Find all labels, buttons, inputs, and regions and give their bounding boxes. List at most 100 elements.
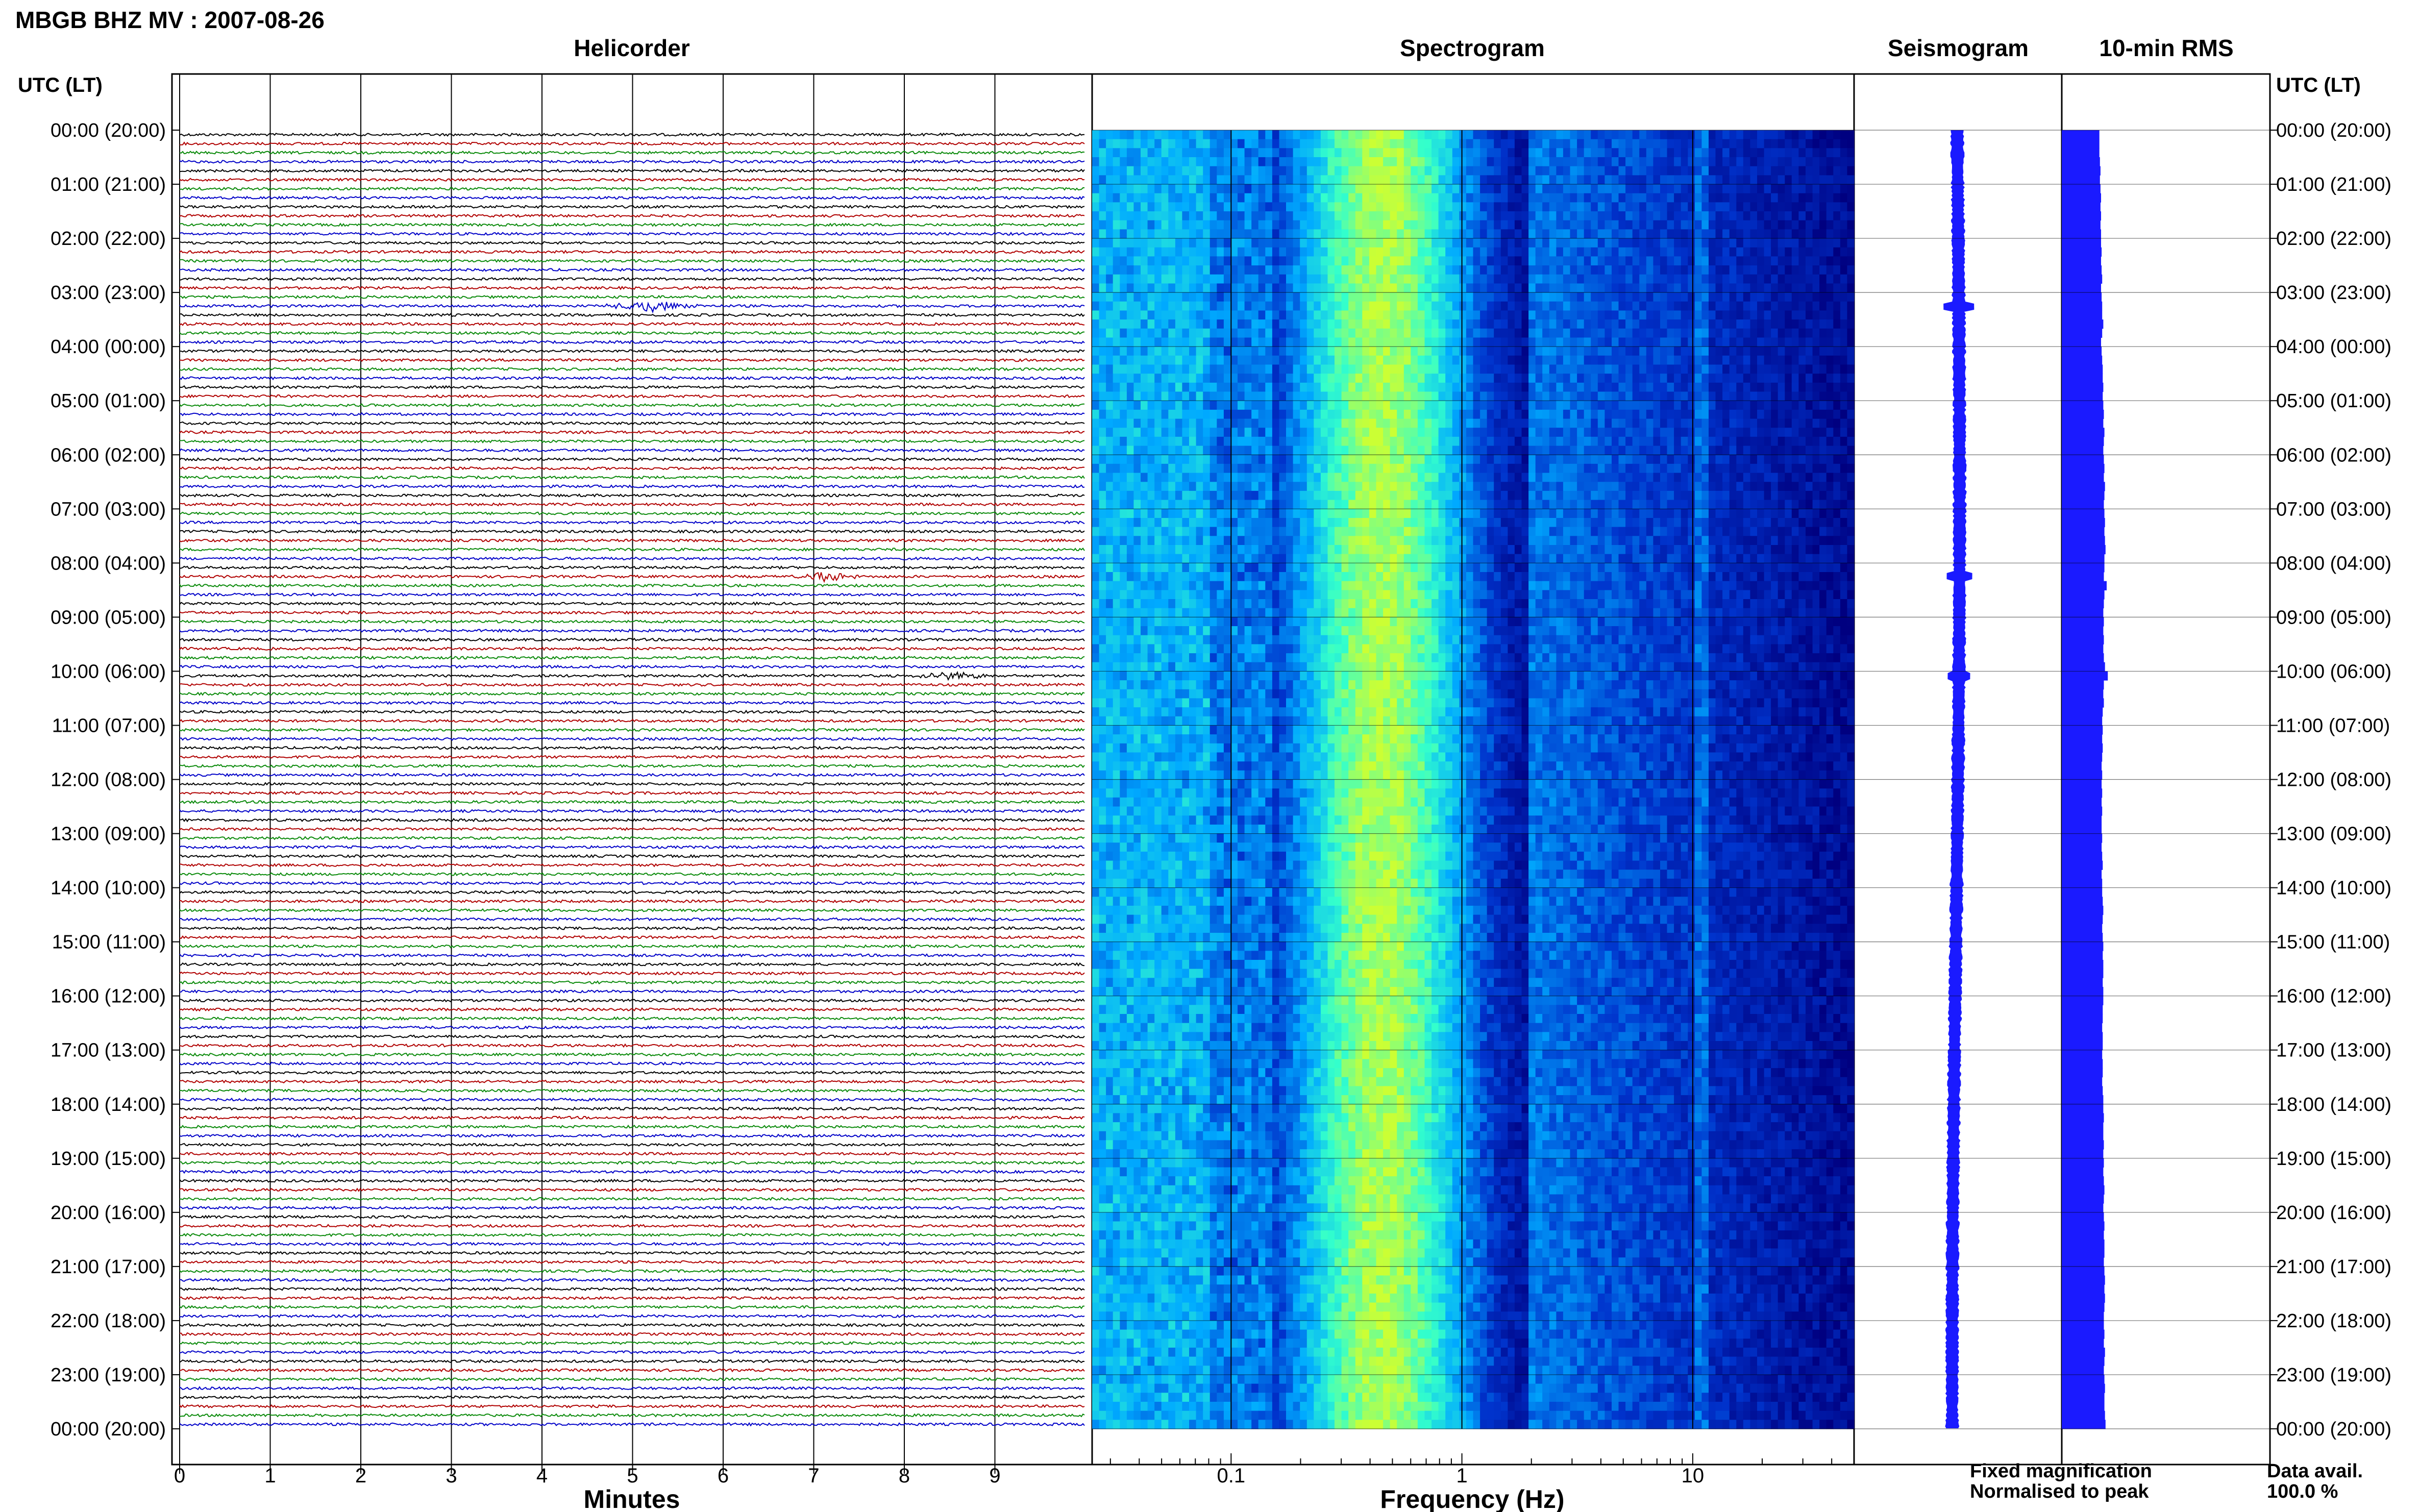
spectrogram-cell [1279, 482, 1287, 491]
spectrogram-cell [1528, 193, 1536, 203]
spectrogram-cell [1452, 490, 1460, 501]
spectrogram-cell [1778, 490, 1785, 501]
spectrogram-cell [1445, 337, 1453, 347]
spectrogram-cell [1424, 473, 1432, 482]
spectrogram-cell [1203, 175, 1211, 185]
spectrogram-cell [1508, 374, 1515, 383]
spectrogram-cell [1327, 428, 1335, 437]
spectrogram-cell [1736, 337, 1744, 347]
spectrogram-cell [1210, 220, 1217, 230]
spectrogram-cell [1618, 445, 1626, 455]
spectrogram-cell [1681, 428, 1688, 437]
spectrogram-cell [1403, 482, 1411, 491]
spectrogram-cell [1251, 401, 1259, 410]
spectrogram-cell [1750, 401, 1758, 410]
spectrogram-cell [1639, 220, 1647, 230]
spectrogram-cell [1258, 238, 1266, 248]
spectrogram-cell [1258, 455, 1266, 464]
spectrogram-cell [1570, 337, 1577, 347]
spectrogram-cell [1556, 337, 1564, 347]
spectrogram-cell [1147, 265, 1155, 275]
spectrogram-cell [1494, 175, 1501, 185]
spectrogram-cell [1306, 355, 1314, 365]
spectrogram-cell [1812, 346, 1820, 356]
spectrogram-cell [1514, 401, 1522, 410]
spectrogram-cell [1701, 382, 1709, 392]
spectrogram-cell [1729, 175, 1737, 185]
spectrogram-cell [1798, 301, 1806, 311]
spectrogram-cell [1314, 301, 1321, 311]
spectrogram-cell [1591, 175, 1598, 185]
spectrogram-cell [1653, 193, 1661, 203]
spectrogram-cell [1743, 328, 1750, 338]
spectrogram-cell [1417, 346, 1425, 356]
spectrogram-cell [1701, 355, 1709, 365]
spectrogram-cell [1306, 328, 1314, 338]
spectrogram-cell [1210, 292, 1217, 302]
spectrogram-cell [1362, 184, 1370, 194]
helicorder-trace [179, 168, 1085, 173]
spectrogram-cell [1251, 436, 1259, 447]
spectrogram-cell [1182, 247, 1190, 257]
spectrogram-cell [1445, 436, 1453, 447]
spectrogram-cell [1521, 211, 1529, 221]
spectrogram-cell [1812, 337, 1820, 347]
spectrogram-cell [1722, 292, 1730, 302]
spectrogram-cell [1764, 166, 1771, 176]
spectrogram-cell [1514, 391, 1522, 401]
spectrogram-cell [1383, 518, 1391, 528]
spectrogram-cell [1106, 157, 1114, 167]
spectrogram-cell [1542, 409, 1550, 419]
spectrogram-cell [1306, 482, 1314, 491]
spectrogram-cell [1514, 374, 1522, 383]
helicorder-trace [179, 186, 1084, 191]
spectrogram-cell [1362, 463, 1370, 474]
spectrogram-cell [1238, 256, 1245, 266]
rms-title: 10-min RMS [2099, 35, 2233, 61]
spectrogram-cell [1092, 355, 1100, 365]
spectrogram-cell [1431, 337, 1439, 347]
spectrogram-cell [1431, 518, 1439, 528]
spectrogram-cell [1584, 139, 1591, 148]
spectrogram-cell [1417, 482, 1425, 491]
spectrogram-cell [1508, 229, 1515, 239]
spectrogram-cell [1778, 184, 1785, 194]
spectrogram-cell [1099, 274, 1106, 284]
helicorder-trace [179, 908, 1085, 913]
spectrogram-cell [1230, 455, 1238, 464]
spectrogram-cell [1459, 445, 1467, 455]
spectrogram-cell [1688, 220, 1695, 230]
spectrogram-cell [1335, 436, 1342, 447]
spectrogram-cell [1397, 346, 1404, 356]
spectrogram-cell [1306, 274, 1314, 284]
spectrogram-cell [1161, 428, 1169, 437]
spectrogram-cell [1764, 328, 1771, 338]
spectrogram-cell [1438, 391, 1446, 401]
spectrogram-cell [1729, 130, 1737, 140]
spectrogram-cell [1258, 500, 1266, 509]
spectrogram-cell [1798, 310, 1806, 320]
spectrogram-cell [1791, 202, 1799, 212]
spectrogram-cell [1203, 265, 1211, 275]
spectrogram-cell [1452, 292, 1460, 302]
helicorder-trace [179, 601, 1085, 606]
spectrogram-cell [1341, 256, 1349, 266]
spectrogram-cell [1743, 509, 1750, 518]
spectrogram-cell [1244, 319, 1252, 329]
spectrogram-cell [1314, 346, 1321, 356]
spectrogram-cell [1244, 436, 1252, 447]
spectrogram-cell [1251, 193, 1259, 203]
spectrogram-cell [1099, 283, 1106, 293]
spectrogram-cell [1223, 247, 1231, 257]
spectrogram-cell [1584, 166, 1591, 176]
spectrogram-cell [1487, 193, 1494, 203]
spectrogram-cell [1570, 238, 1577, 248]
spectrogram-cell [1182, 500, 1190, 509]
spectrogram-cell [1785, 382, 1792, 392]
spectrogram-cell [1390, 184, 1397, 194]
spectrogram-cell [1597, 319, 1605, 329]
spectrogram-cell [1639, 229, 1647, 239]
spectrogram-cell [1812, 202, 1820, 212]
spectrogram-cell [1217, 445, 1224, 455]
spectrogram-cell [1514, 265, 1522, 275]
